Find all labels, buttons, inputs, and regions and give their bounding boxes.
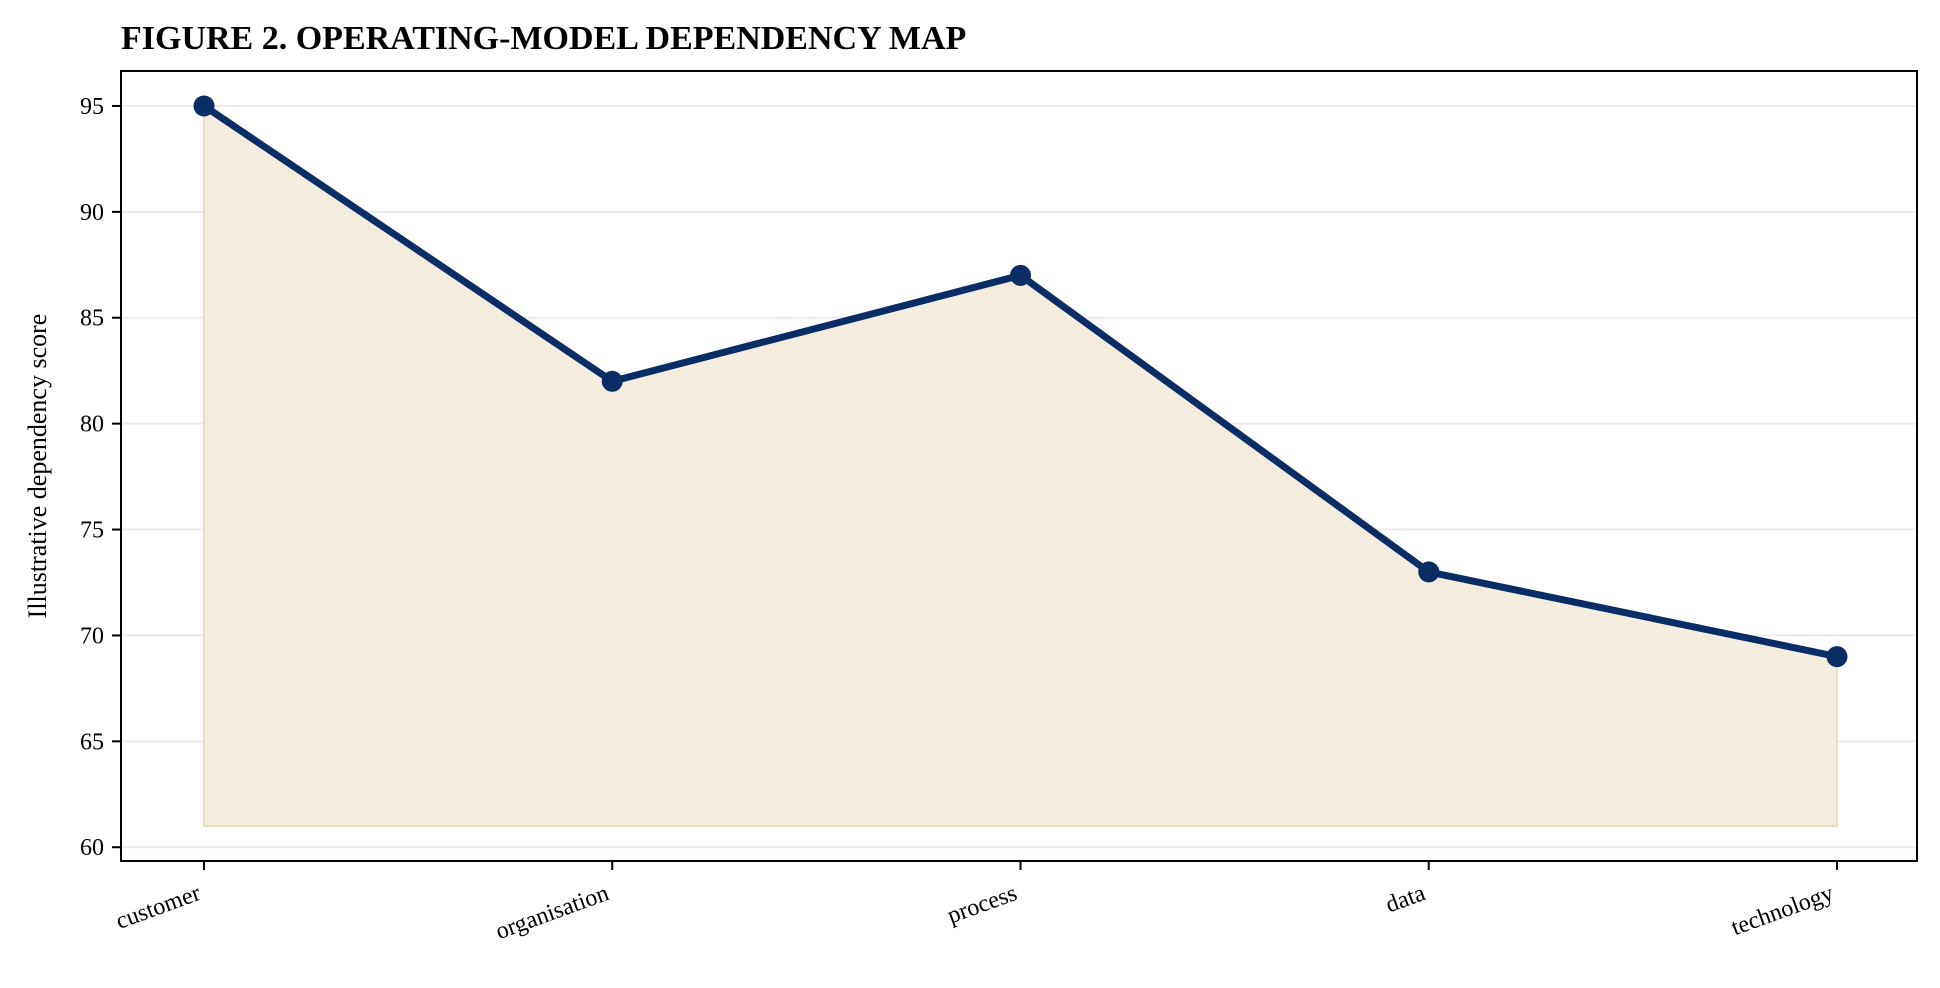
y-tick-label: 95 (80, 94, 104, 120)
x-tick-label: technology (1728, 880, 1837, 941)
x-tick-label: process (944, 880, 1021, 929)
data-point (1010, 264, 1031, 286)
x-tick-label: organisation (492, 880, 612, 945)
y-tick-label: 65 (80, 729, 104, 755)
x-tick-label: data (1382, 880, 1429, 918)
data-point (1418, 561, 1440, 583)
data-point (601, 370, 623, 392)
data-point (193, 95, 215, 117)
area-fill-layer (203, 104, 1838, 828)
y-axis-label: Illustrative dependency score (23, 314, 52, 619)
y-tick-label: 70 (80, 623, 104, 649)
chart-title: FIGURE 2. OPERATING-MODEL DEPENDENCY MAP (121, 20, 966, 57)
y-tick-label: 85 (80, 306, 104, 332)
y-tick-label: 90 (80, 200, 104, 226)
y-tick-label: 80 (80, 412, 104, 438)
y-tick-label: 60 (80, 835, 104, 861)
y-axis: 60 65 70 75 80 85 90 95 (80, 94, 121, 861)
y-tick-label: 75 (80, 518, 104, 544)
x-tick-label: customer (112, 880, 204, 935)
x-axis: customer organisation process data technolog… (112, 861, 1838, 945)
plot-frame (120, 70, 1918, 862)
marker-layer (193, 95, 1848, 668)
area-fill (203, 104, 1838, 828)
data-point (1826, 646, 1848, 668)
